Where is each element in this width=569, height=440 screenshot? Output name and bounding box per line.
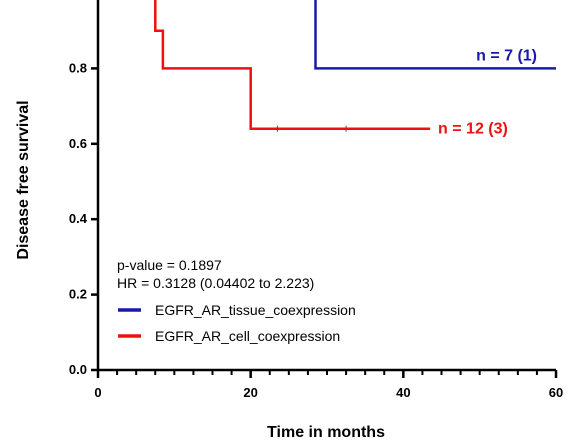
series-line-2: [154, 0, 431, 130]
y-tick-label: 0.6: [69, 136, 87, 151]
y-axis-title: Disease free survival: [15, 100, 32, 259]
x-tick-label: 20: [243, 385, 257, 400]
series-end-label-1: n = 7 (1): [476, 47, 537, 64]
series-lines: [154, 0, 556, 132]
legend-label-1: EGFR_AR_tissue_coexpression: [155, 302, 356, 318]
x-axis-title: Time in months: [267, 424, 385, 440]
hazard-ratio-text: HR = 0.3128 (0.04402 to 2.223): [117, 275, 314, 291]
p-value-text: p-value = 0.1897: [117, 257, 222, 273]
y-tick-label: 0.2: [69, 287, 87, 302]
x-tick-label: 60: [549, 385, 563, 400]
x-tick-label: 40: [396, 385, 410, 400]
y-tick-label: 0.0: [69, 362, 87, 377]
stats-annotation: p-value = 0.1897 HR = 0.3128 (0.04402 to…: [117, 257, 314, 291]
y-tick-label: 0.8: [69, 60, 87, 75]
series-end-labels: n = 7 (1) n = 12 (3): [438, 47, 537, 137]
legend-label-2: EGFR_AR_cell_coexpression: [155, 328, 340, 344]
x-tick-label: 0: [94, 385, 101, 400]
legend: EGFR_AR_tissue_coexpression EGFR_AR_cell_…: [118, 302, 356, 344]
axes: 0.00.20.40.60.81.00204060: [69, 0, 563, 400]
series-line-1: [314, 0, 556, 70]
series-end-label-2: n = 12 (3): [438, 121, 508, 138]
y-tick-label: 0.4: [69, 211, 88, 226]
